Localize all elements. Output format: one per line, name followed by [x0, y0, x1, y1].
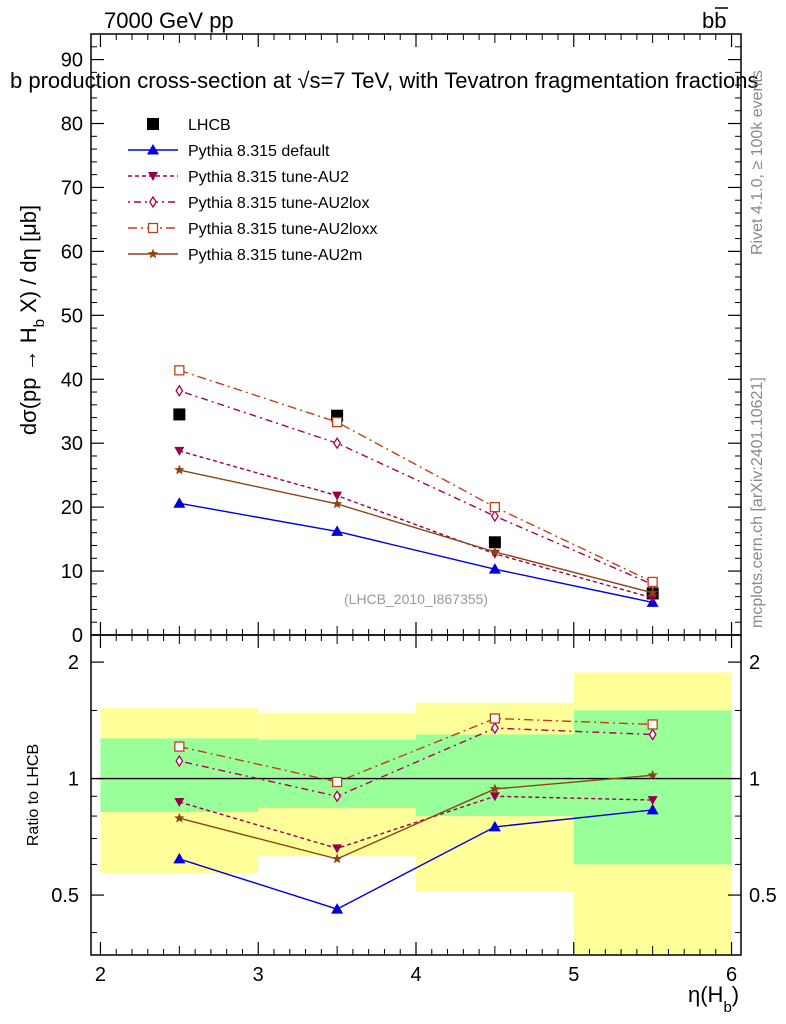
series-2-ratio-point: [174, 797, 185, 807]
series-4-line: [179, 369, 653, 583]
legend-label: Pythia 8.315 tune-AU2m: [188, 247, 362, 264]
ratio-tick-label-right: 2: [749, 652, 760, 674]
y-tick-label: 60: [61, 241, 83, 263]
y-tick-label: 20: [61, 497, 83, 519]
legend-marker: [147, 144, 159, 155]
x-tick-label: 6: [726, 964, 737, 986]
series-1-ratio-line: [179, 809, 653, 910]
series-2-ratio-line: [179, 795, 653, 850]
legend-marker: [147, 248, 159, 259]
series-2-ratio-point: [489, 792, 500, 802]
y-tick-label: 10: [61, 561, 83, 583]
legend-label: LHCB: [188, 117, 231, 134]
y-tick-label: 40: [61, 369, 83, 391]
chart-title: b production cross-section at √s=7 TeV, …: [10, 68, 758, 93]
legend-label: Pythia 8.315 default: [188, 143, 330, 160]
series-3-line: [179, 390, 653, 586]
y-tick-label: 30: [61, 433, 83, 455]
series-3-ratio-point: [175, 754, 184, 768]
series-4-point: [489, 501, 501, 513]
series-1-ratio-point: [488, 820, 501, 832]
legend-label: Pythia 8.315 tune-AU2: [188, 169, 349, 186]
series-5-point: [489, 546, 501, 557]
series-3-ratio-point: [648, 728, 657, 741]
series-5-line: [179, 469, 653, 594]
series-5-point: [331, 498, 343, 509]
legend-marker: [149, 195, 157, 209]
series-4-ratio-point: [174, 741, 185, 752]
series-2-ratio-point: [647, 796, 658, 806]
series-1-ratio-point: [646, 803, 659, 815]
header-energy: 7000 GeV pp: [104, 8, 234, 33]
series-2-line: [179, 450, 653, 599]
legend-marker: [147, 222, 159, 234]
y-tick-label: 0: [72, 625, 83, 647]
series-5-ratio-point: [174, 812, 185, 823]
series-lines: [173, 365, 659, 914]
series-3-ratio-point: [333, 790, 342, 803]
series-4-point: [331, 416, 343, 428]
data-point: [488, 536, 501, 549]
y-tick-label: 50: [61, 305, 83, 327]
y-axis-label: dσ(pp → Hb X) / dη [μb]: [16, 205, 48, 435]
ratio-tick-label: 1: [68, 769, 79, 791]
ratio-tick-label-right: 1: [749, 769, 760, 791]
legend: LHCB Pythia 8.315 default Pythia 8.315 tun…: [128, 117, 377, 264]
x-tick-label: 5: [568, 964, 579, 986]
axes: 0 10 20 30 40 50 60 70 80 90 2 3 4 5 6 0.5 0.5 1 1 2 2: [51, 33, 777, 986]
ratio-band-green: [416, 734, 574, 817]
series-3-ratio-line: [179, 727, 653, 798]
series-1-point: [331, 525, 344, 536]
y-tick-label: 90: [61, 50, 83, 72]
header-process: bb: [702, 8, 727, 33]
legend-marker: [147, 118, 159, 130]
series-3-point: [333, 436, 342, 450]
series-3-ratio-point: [490, 721, 499, 735]
data-point: [173, 408, 186, 421]
series-2-point: [332, 491, 343, 501]
analysis-tag: (LHCB_2010_I867355): [344, 591, 488, 607]
series-5-ratio-point: [647, 769, 658, 780]
x-tick-label: 2: [95, 964, 106, 986]
series-4-point: [647, 576, 658, 588]
header-process-bar: b: [714, 8, 726, 33]
series-4-point: [174, 365, 185, 376]
y-tick-label: 70: [61, 177, 83, 199]
ratio-tick-label: 0.5: [51, 885, 79, 907]
series-1-point: [488, 563, 501, 574]
series-1-ratio-point: [173, 852, 186, 864]
series-5-ratio-point: [331, 853, 343, 864]
mcplots-credit-text: mcplots.cern.ch [arXiv:2401.10621]: [749, 377, 766, 628]
legend-label: Pythia 8.315 tune-AU2lox: [188, 195, 369, 212]
ratio-tick-label: 2: [68, 652, 79, 674]
x-tick-label: 4: [410, 964, 421, 986]
series-4-ratio-point: [331, 776, 343, 788]
rivet-version-text: Rivet 4.1.0, ≥ 100k events: [749, 70, 766, 255]
series-1-line: [179, 502, 653, 604]
series-5-ratio-point: [489, 783, 501, 794]
y-tick-label: 80: [61, 114, 83, 136]
series-3-point: [490, 509, 499, 523]
series-4-ratio-point: [647, 719, 658, 730]
series-2-point: [174, 446, 185, 456]
series-5-point: [174, 464, 185, 475]
series-5-ratio-line: [179, 774, 653, 860]
ratio-tick-label-right: 0.5: [749, 885, 777, 907]
series-1-point: [173, 497, 186, 508]
series-2-ratio-point: [332, 844, 343, 854]
series-4-ratio-line: [179, 717, 653, 783]
ratio-bands: [100, 672, 732, 955]
x-axis-label: η(Hb): [688, 982, 739, 1016]
legend-marker: [148, 172, 158, 181]
series-1-ratio-point: [331, 903, 344, 914]
series-3-point: [175, 384, 184, 397]
legend-label: Pythia 8.315 tune-AU2loxx: [188, 221, 377, 238]
x-tick-label: 3: [253, 964, 264, 986]
series-4-ratio-point: [489, 713, 501, 724]
series-5-point: [647, 587, 658, 598]
ratio-y-axis-label: Ratio to LHCB: [25, 744, 42, 846]
